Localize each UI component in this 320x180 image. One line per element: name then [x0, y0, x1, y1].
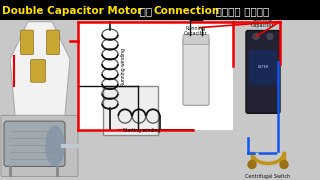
Text: Centrifugal Switch: Centrifugal Switch: [245, 174, 291, 179]
Circle shape: [248, 161, 256, 168]
Ellipse shape: [46, 126, 64, 165]
FancyBboxPatch shape: [249, 50, 277, 85]
Text: Running
Capacitor: Running Capacitor: [184, 26, 208, 36]
Text: का: का: [136, 6, 156, 16]
Text: Double Capacitor Motor: Double Capacitor Motor: [2, 6, 142, 16]
Circle shape: [267, 33, 273, 39]
Text: Connection: Connection: [154, 6, 220, 16]
FancyBboxPatch shape: [78, 22, 233, 130]
FancyBboxPatch shape: [1, 115, 78, 176]
FancyBboxPatch shape: [46, 30, 60, 55]
FancyBboxPatch shape: [0, 0, 320, 20]
Text: Starting
Capacitor: Starting Capacitor: [251, 17, 275, 28]
FancyBboxPatch shape: [183, 37, 209, 105]
Circle shape: [253, 33, 259, 39]
Polygon shape: [10, 22, 70, 115]
FancyBboxPatch shape: [20, 30, 34, 55]
Text: Running winding: Running winding: [121, 48, 126, 86]
FancyBboxPatch shape: [103, 86, 158, 135]
FancyBboxPatch shape: [183, 35, 209, 44]
Text: ESTER: ESTER: [257, 65, 269, 69]
Text: करना सीखे: करना सीखे: [212, 6, 269, 16]
FancyBboxPatch shape: [4, 121, 65, 166]
FancyBboxPatch shape: [30, 60, 45, 82]
FancyBboxPatch shape: [246, 31, 280, 113]
Circle shape: [280, 161, 288, 168]
Text: Starting winding: Starting winding: [124, 128, 161, 133]
